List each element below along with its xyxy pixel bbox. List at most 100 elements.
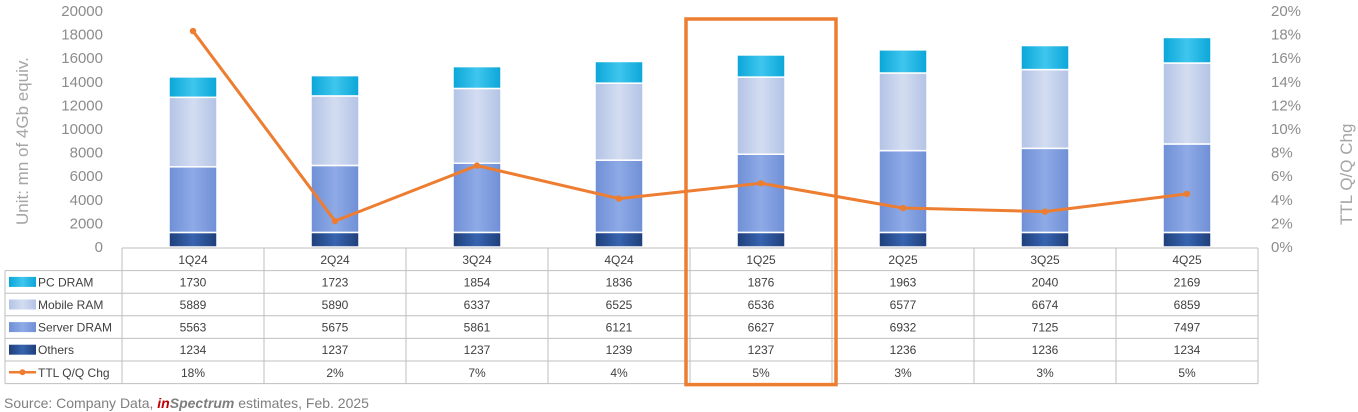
legend-swatch: [9, 276, 36, 287]
table-row-label: Mobile RAM: [38, 298, 103, 312]
table-cell: 18%: [181, 366, 205, 380]
y-tick-label: 6000: [70, 168, 103, 185]
y-axis-title: Unit: mn of 4Gb equiv.: [13, 57, 32, 225]
table-cell: 3%: [1036, 366, 1054, 380]
table-cell: 1237: [464, 343, 491, 357]
table-cell: 6536: [748, 298, 775, 312]
bar-others: [310, 231, 360, 248]
y2-tick-label: 14%: [1271, 74, 1301, 91]
table-header-1Q24: 1Q24: [178, 253, 208, 267]
table-cell: 1836: [606, 275, 633, 289]
table-cell: 6121: [606, 321, 633, 335]
data-table: 1Q24 2Q24 3Q24 4Q24 1Q25 2Q25 3Q25 4Q25 PC DRAM 1…: [4, 247, 1259, 385]
table-cell: 1723: [322, 275, 349, 289]
bar-mobile-ram: [310, 95, 360, 167]
table-row-label: PC DRAM: [38, 275, 93, 289]
bar-server-dram: [1020, 147, 1070, 234]
y-tick-label: 2000: [70, 215, 103, 232]
table-cell: 5675: [322, 321, 349, 335]
bar-others: [736, 231, 786, 248]
bar-pc-dram: [736, 54, 786, 78]
bar-mobile-ram: [452, 87, 502, 164]
bar-server-dram: [452, 162, 502, 234]
bars: [168, 36, 1212, 248]
y2-tick-label: 0%: [1271, 239, 1293, 256]
table-cell: 5861: [464, 321, 491, 335]
table-cell: 5%: [1178, 366, 1196, 380]
line-point: [189, 27, 197, 35]
table-cell: 4%: [610, 366, 628, 380]
table-cell: 1234: [180, 343, 207, 357]
bar-server-dram: [878, 149, 928, 234]
table-cell: 1236: [1032, 343, 1059, 357]
table-cell: 5563: [180, 321, 207, 335]
table-header-3Q24: 3Q24: [462, 253, 492, 267]
line-point: [1183, 190, 1191, 198]
right-axis: 0% 2% 4% 6% 8% 10% 12% 14% 16% 18% 20%: [1271, 3, 1301, 256]
bar-mobile-ram: [168, 96, 218, 168]
legend-point: [19, 369, 26, 376]
table-cell: 7%: [468, 366, 486, 380]
line-point: [331, 217, 339, 225]
source-note: Source: Company Data, inSpectrum estimat…: [4, 395, 369, 411]
y-tick-label: 18000: [61, 27, 103, 44]
table-cell: 5889: [180, 298, 207, 312]
table-cell: 6577: [890, 298, 917, 312]
table-cell: 1237: [748, 343, 775, 357]
source-prefix: Source: Company Data,: [4, 395, 158, 411]
highlight-box: [684, 17, 838, 387]
bar-others: [452, 231, 502, 248]
left-axis: 0 2000 4000 6000 8000 10000 12000 14000 16000 180…: [61, 3, 103, 256]
bar-mobile-ram: [594, 82, 644, 161]
source-suffix: estimates, Feb. 2025: [234, 395, 369, 411]
y2-tick-label: 18%: [1271, 27, 1301, 44]
line-point: [899, 204, 907, 212]
y2-tick-label: 12%: [1271, 97, 1301, 114]
brand-rest: Spectrum: [169, 395, 235, 411]
table-header-2Q24: 2Q24: [320, 253, 350, 267]
y-tick-label: 8000: [70, 145, 103, 162]
table-cell: 3%: [894, 366, 912, 380]
table-cell: 1876: [748, 275, 775, 289]
table-cell: 7125: [1032, 321, 1059, 335]
y-tick-label: 20000: [61, 3, 103, 20]
table-header-4Q25: 4Q25: [1172, 253, 1202, 267]
line-point: [615, 195, 623, 202]
bar-pc-dram: [1020, 44, 1070, 71]
table-cell: 1237: [322, 343, 349, 357]
line-point: [473, 162, 481, 169]
table-cell: 6627: [748, 321, 775, 335]
line-ttl-qq-chg: [191, 30, 1188, 223]
table-cell: 6674: [1032, 298, 1059, 312]
y-tick-label: 10000: [61, 121, 103, 138]
y-tick-label: 4000: [70, 192, 103, 209]
line-series: [189, 27, 1191, 225]
y2-tick-label: 10%: [1271, 121, 1301, 138]
table-header-2Q25: 2Q25: [888, 253, 918, 267]
table-cell: 1239: [606, 343, 633, 357]
y2-tick-label: 4%: [1271, 192, 1293, 209]
bar-pc-dram: [168, 76, 218, 99]
y-tick-label: 16000: [61, 50, 103, 67]
bar-mobile-ram: [736, 76, 786, 155]
bar-pc-dram: [1162, 36, 1212, 64]
bar-mobile-ram: [1162, 62, 1212, 145]
y2-tick-label: 2%: [1271, 215, 1293, 232]
table-cell: 2040: [1032, 275, 1059, 289]
table-cell: 1234: [1174, 343, 1201, 357]
bar-pc-dram: [594, 60, 644, 84]
y2-axis-title: TTL Q/Q Chg: [1337, 124, 1356, 225]
table-cell: 6337: [464, 298, 491, 312]
table-header-1Q25: 1Q25: [746, 253, 776, 267]
brand-in: in: [157, 395, 170, 411]
table-cell: 5%: [752, 366, 770, 380]
legend-swatch: [9, 322, 36, 333]
bar-others: [594, 231, 644, 248]
table-cell: 1963: [890, 275, 917, 289]
table-header-3Q25: 3Q25: [1030, 253, 1060, 267]
table-cell: 2%: [326, 366, 344, 380]
table-cell: 1854: [464, 275, 491, 289]
bar-pc-dram: [452, 65, 502, 90]
bar-server-dram: [736, 153, 786, 234]
